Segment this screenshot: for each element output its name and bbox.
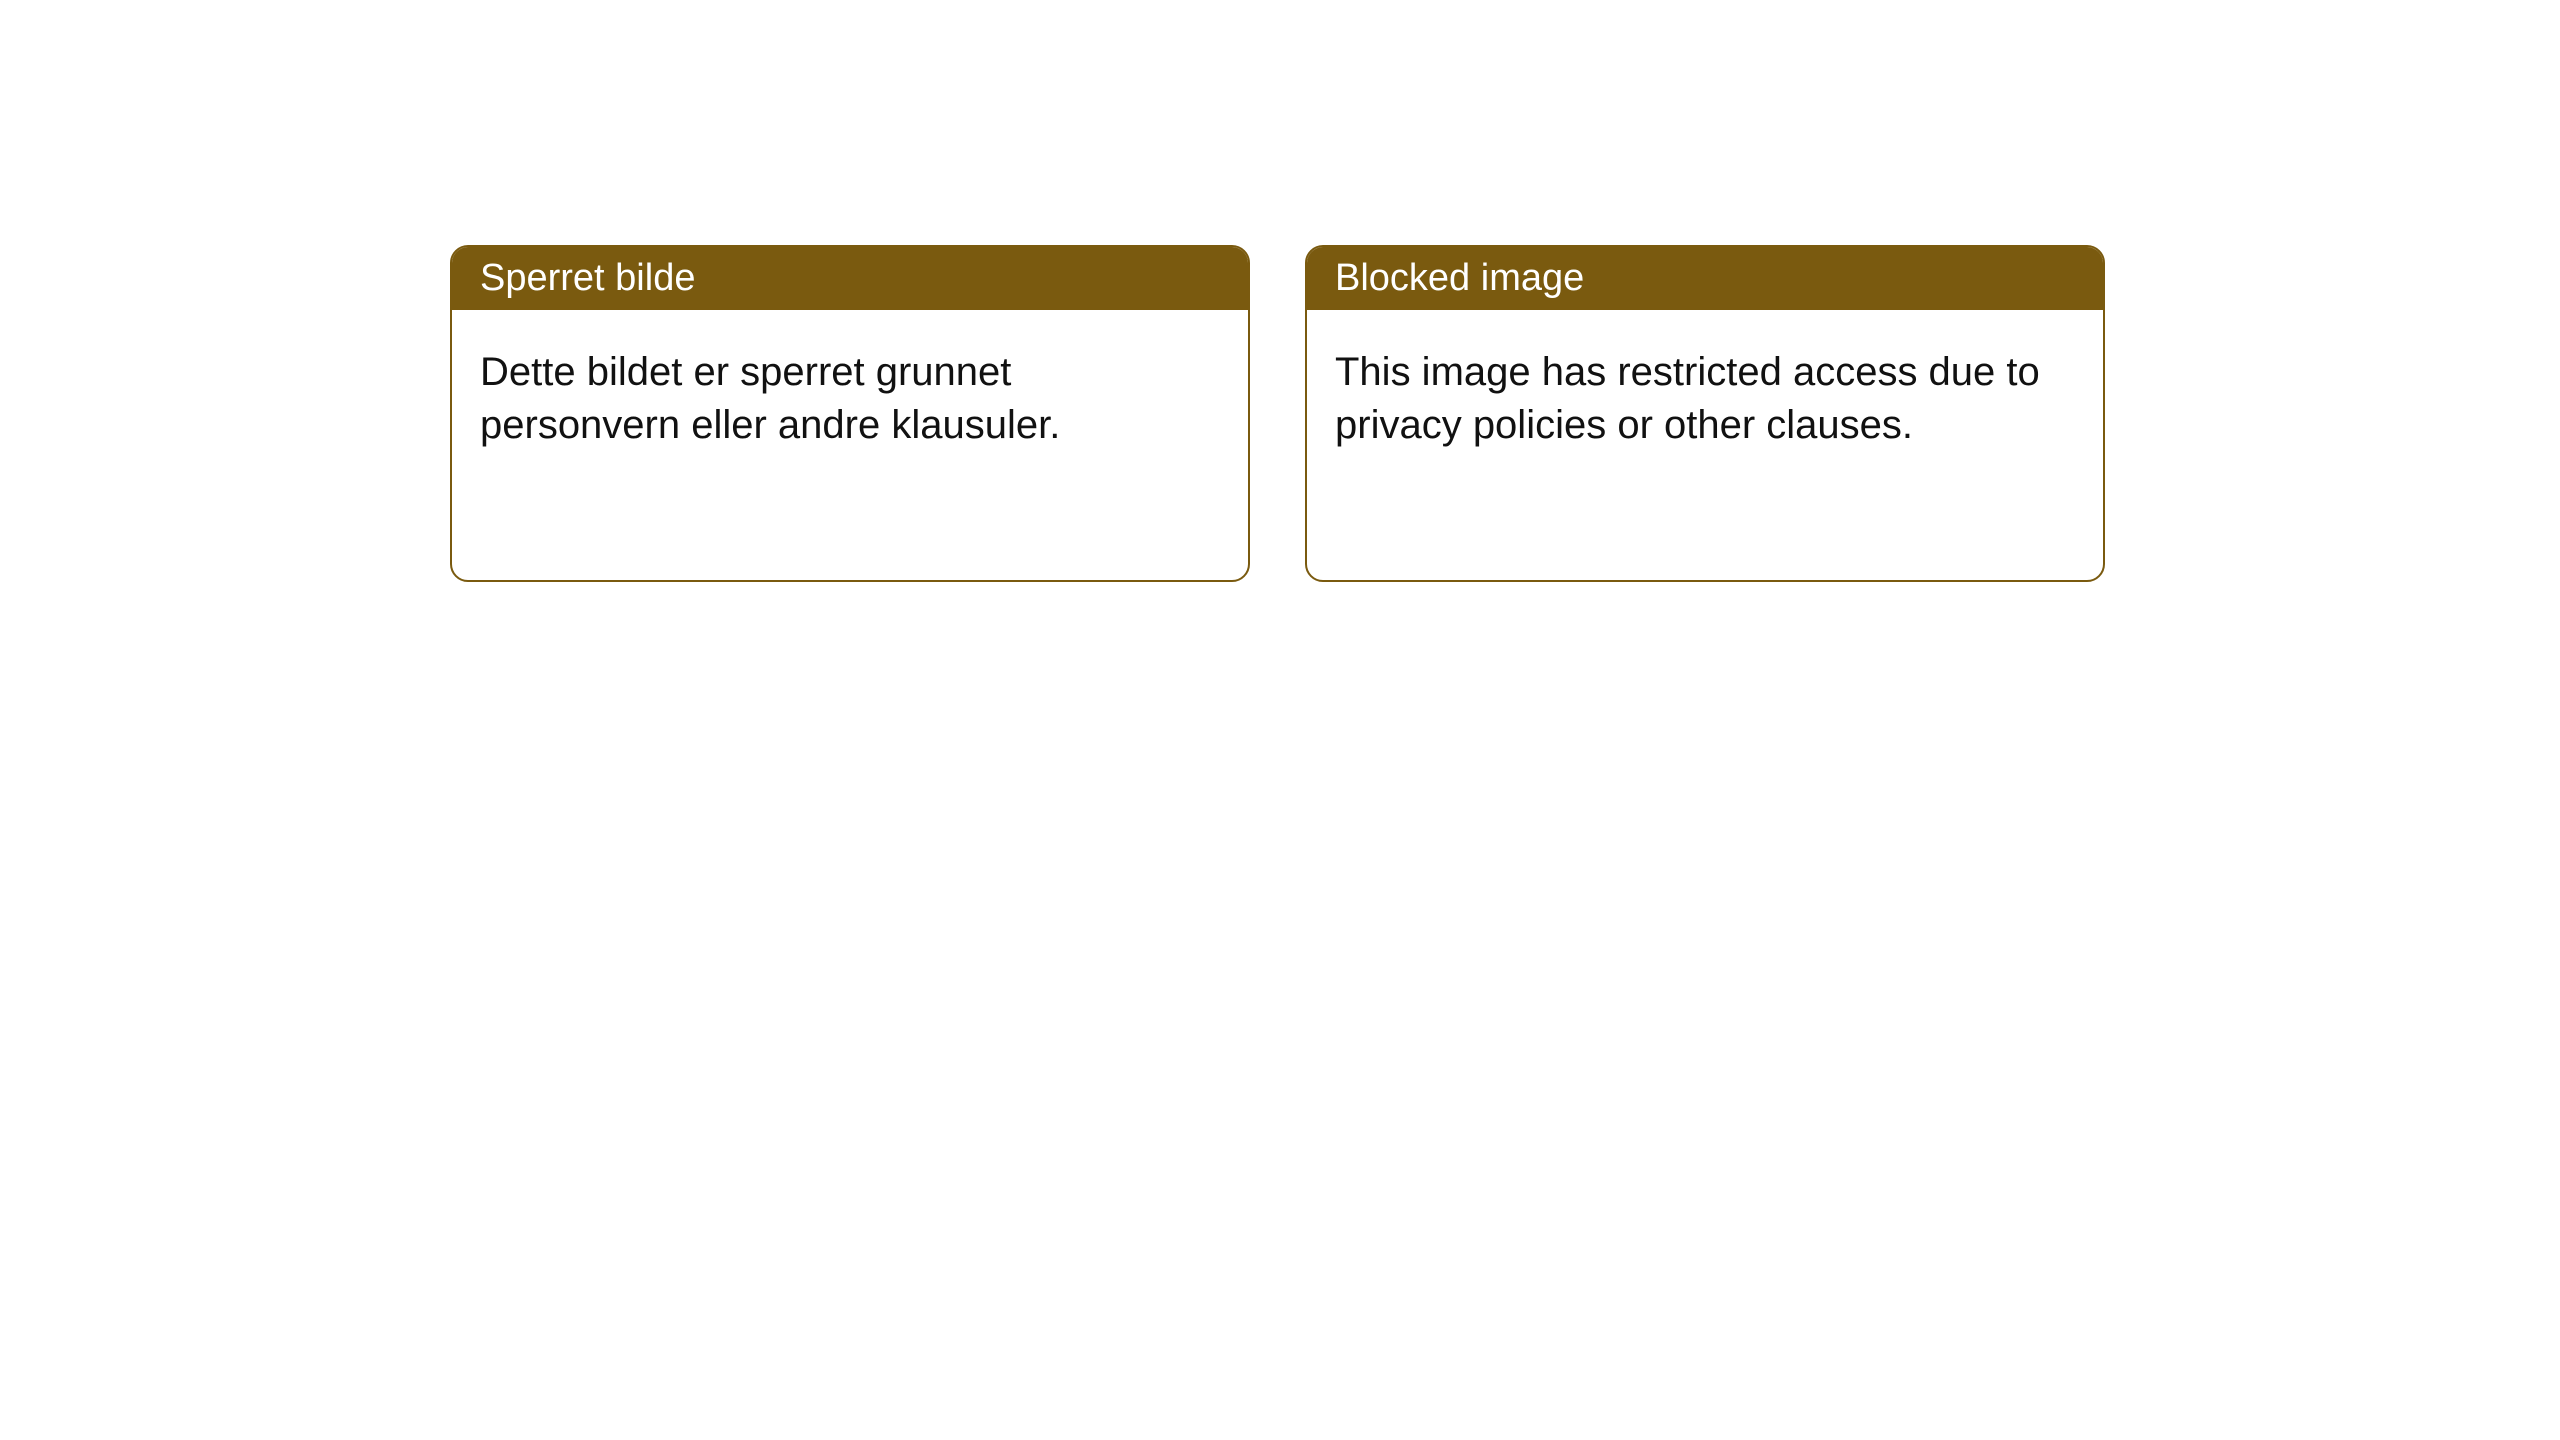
card-english-body: This image has restricted access due to … xyxy=(1307,310,2103,580)
card-english: Blocked image This image has restricted … xyxy=(1305,245,2105,582)
card-english-header: Blocked image xyxy=(1307,247,2103,310)
card-norwegian-title: Sperret bilde xyxy=(480,257,695,299)
card-norwegian-text: Dette bildet er sperret grunnet personve… xyxy=(480,350,1060,447)
card-norwegian-body: Dette bildet er sperret grunnet personve… xyxy=(452,310,1248,580)
card-norwegian-header: Sperret bilde xyxy=(452,247,1248,310)
card-english-text: This image has restricted access due to … xyxy=(1335,350,2040,447)
blocked-image-cards: Sperret bilde Dette bildet er sperret gr… xyxy=(450,245,2105,582)
card-english-title: Blocked image xyxy=(1335,257,1584,299)
card-norwegian: Sperret bilde Dette bildet er sperret gr… xyxy=(450,245,1250,582)
